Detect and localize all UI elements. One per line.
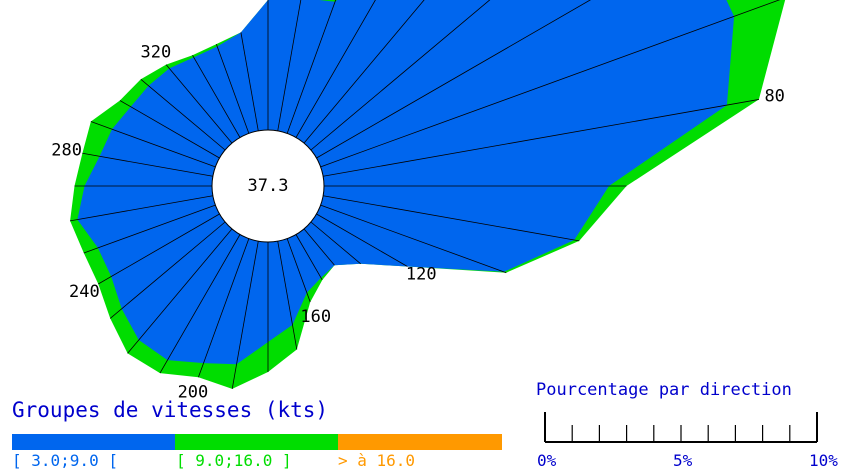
direction-label-320: 320 <box>140 42 171 62</box>
direction-spokes <box>69 0 781 389</box>
direction-spoke <box>192 55 241 138</box>
legend-title: Groupes de vitesses (kts) <box>12 398 329 422</box>
legend-swatch-9-16 <box>175 434 339 450</box>
direction-label-80: 80 <box>764 87 784 107</box>
direction-spoke <box>127 228 233 354</box>
direction-spoke <box>69 195 213 222</box>
direction-spoke <box>215 43 250 134</box>
direction-spoke <box>316 0 591 159</box>
direction-spoke <box>320 204 507 274</box>
legend-label-over-16: > à 16.0 <box>338 451 416 470</box>
legend-label-9-16: [ 9.0;16.0 ] <box>176 451 292 470</box>
direction-labels: 4080120160200240280320360 <box>51 42 785 402</box>
direction-spoke <box>320 0 781 168</box>
direction-spoke <box>98 213 220 285</box>
speed-band-3-9-layer <box>77 0 735 365</box>
direction-spoke <box>140 78 226 151</box>
direction-spoke <box>295 234 323 281</box>
direction-spoke <box>323 99 759 177</box>
direction-spoke <box>119 100 220 159</box>
direction-label-160: 160 <box>300 307 331 327</box>
direction-spoke <box>310 0 491 151</box>
direction-spoke <box>165 64 233 144</box>
direction-spoke <box>286 0 337 134</box>
direction-label-120: 120 <box>406 265 437 285</box>
direction-label-200: 200 <box>178 382 209 402</box>
direction-spoke <box>295 0 376 138</box>
direction-label-240: 240 <box>69 282 100 302</box>
direction-spoke <box>83 204 216 254</box>
calm-percentage: 37.3 <box>248 176 289 196</box>
legend-label-3-9: [ 3.0;9.0 [ <box>12 451 118 470</box>
series-area-3-9 <box>77 0 735 365</box>
direction-spoke <box>82 152 213 177</box>
scale-tick-label-0: 0% <box>537 451 557 470</box>
legend-swatch-3-9 <box>12 434 176 450</box>
direction-spoke <box>316 213 408 267</box>
percentage-scale-bar <box>544 412 818 443</box>
direction-spoke <box>303 0 425 144</box>
direction-spoke <box>231 241 259 389</box>
direction-spoke <box>109 221 226 319</box>
legend-swatch-over-16 <box>338 434 502 450</box>
direction-spoke <box>198 238 250 378</box>
direction-spoke <box>90 121 216 168</box>
direction-spoke <box>286 238 311 303</box>
direction-spoke <box>240 32 259 131</box>
scale-tick-label-5: 5% <box>673 451 693 470</box>
direction-spoke <box>277 241 298 350</box>
scale-tick-label-10: 10% <box>809 451 838 470</box>
scale-title: Pourcentage par direction <box>536 380 792 400</box>
calm-circle <box>211 129 325 243</box>
direction-spoke <box>159 234 241 374</box>
direction-spoke <box>323 195 580 242</box>
direction-spoke <box>303 228 335 266</box>
direction-label-280: 280 <box>51 140 82 160</box>
direction-spoke <box>310 221 361 265</box>
direction-spoke <box>277 0 302 131</box>
